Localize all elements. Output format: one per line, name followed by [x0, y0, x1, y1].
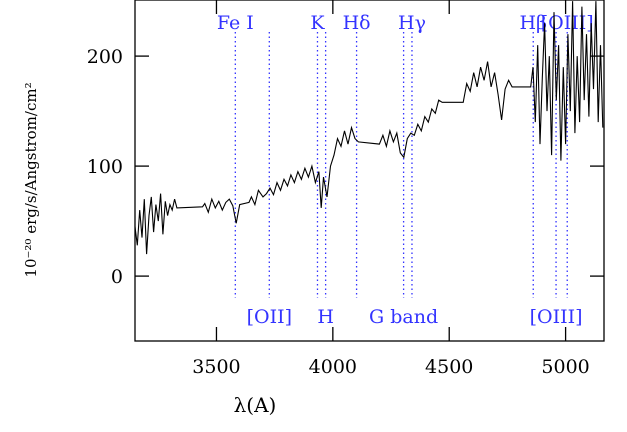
feature-label: [OII] [247, 306, 292, 328]
spectrum-line [134, 1, 604, 255]
x-tick-label: 4000 [309, 356, 357, 378]
x-axis-label: λ(A) [234, 393, 277, 417]
feature-label: [OIII] [530, 306, 583, 328]
feature-label: H [317, 306, 334, 328]
feature-label: [OIII] [541, 12, 594, 34]
feature-label: K [310, 12, 325, 34]
x-tick-label: 4500 [425, 356, 473, 378]
y-tick-label: 100 [87, 156, 123, 178]
y-tick-label: 0 [111, 266, 123, 288]
y-axis-label: 10⁻²⁰ erg/s/Angstrom/cm² [22, 82, 40, 277]
feature-label: Hδ [343, 12, 371, 34]
feature-label: Hβ [519, 12, 547, 34]
feature-label: Fe I [217, 12, 254, 34]
x-tick-label: 3500 [192, 356, 240, 378]
feature-label: Hγ [398, 12, 426, 34]
x-tick-label: 5000 [541, 356, 589, 378]
y-tick-label: 200 [87, 46, 123, 68]
plot-frame [134, 0, 605, 342]
feature-label: G band [369, 306, 438, 328]
